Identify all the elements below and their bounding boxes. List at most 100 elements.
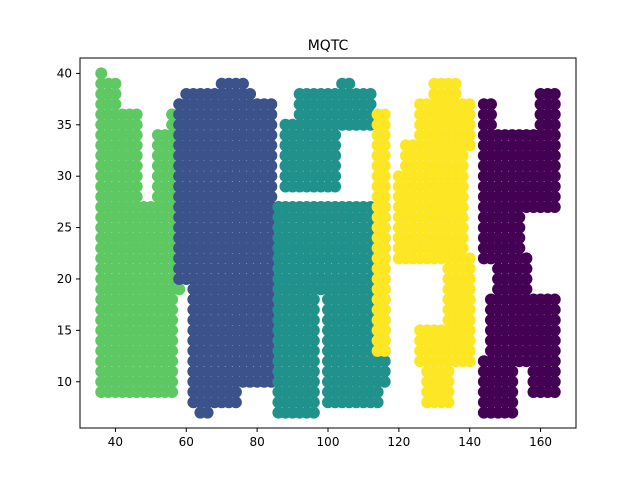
- y-axis: 10 15 20 25 30 35 40: [57, 66, 80, 389]
- x-tick-label: 140: [458, 435, 481, 449]
- data-point: [364, 87, 377, 100]
- data-point: [166, 355, 179, 368]
- data-point: [307, 355, 320, 368]
- data-point: [513, 221, 526, 234]
- data-point: [307, 334, 320, 347]
- data-point: [449, 87, 462, 100]
- data-point: [463, 98, 476, 111]
- data-point: [548, 98, 561, 111]
- data-point: [307, 375, 320, 388]
- data-point: [463, 303, 476, 316]
- data-point: [484, 98, 497, 111]
- data-point: [201, 406, 214, 419]
- data-point: [378, 355, 391, 368]
- y-tick-label: 40: [57, 66, 72, 80]
- data-point: [456, 180, 469, 193]
- x-tick-label: 100: [317, 435, 340, 449]
- data-point: [265, 129, 278, 142]
- data-point: [463, 355, 476, 368]
- data-point: [371, 386, 384, 399]
- data-point: [109, 87, 122, 100]
- data-point: [229, 396, 242, 409]
- data-point: [378, 149, 391, 162]
- data-point: [166, 293, 179, 306]
- data-point: [463, 129, 476, 142]
- data-point: [265, 108, 278, 121]
- data-point: [378, 129, 391, 142]
- data-point: [265, 149, 278, 162]
- data-point: [329, 180, 342, 193]
- data-point: [463, 262, 476, 275]
- data-point: [456, 170, 469, 183]
- data-point: [463, 139, 476, 152]
- data-point: [329, 139, 342, 152]
- data-point: [378, 221, 391, 234]
- data-point: [130, 159, 143, 172]
- data-point: [130, 118, 143, 131]
- data-point: [548, 149, 561, 162]
- data-point: [442, 386, 455, 399]
- data-point: [343, 77, 356, 90]
- data-point: [378, 375, 391, 388]
- series-2: [272, 77, 391, 419]
- data-point: [329, 149, 342, 162]
- data-point: [548, 190, 561, 203]
- data-point: [548, 303, 561, 316]
- data-point: [506, 365, 519, 378]
- data-point: [520, 252, 533, 265]
- data-point: [442, 365, 455, 378]
- data-point: [442, 375, 455, 388]
- data-point: [463, 314, 476, 327]
- data-point: [307, 396, 320, 409]
- data-point: [463, 334, 476, 347]
- data-point: [484, 108, 497, 121]
- data-point: [244, 87, 257, 100]
- series-1: [173, 77, 285, 419]
- data-point: [456, 231, 469, 244]
- data-point: [456, 159, 469, 172]
- data-point: [506, 406, 519, 419]
- data-point: [463, 293, 476, 306]
- data-point: [166, 365, 179, 378]
- data-point: [513, 231, 526, 244]
- data-point: [329, 129, 342, 142]
- data-point: [463, 108, 476, 121]
- data-point: [506, 386, 519, 399]
- data-point: [378, 159, 391, 172]
- data-point: [130, 180, 143, 193]
- y-tick-label: 35: [57, 118, 72, 132]
- points-layer: [95, 67, 561, 419]
- data-point: [378, 262, 391, 275]
- data-point: [307, 293, 320, 306]
- x-tick-label: 40: [108, 435, 123, 449]
- data-point: [378, 272, 391, 285]
- data-point: [378, 108, 391, 121]
- data-point: [463, 272, 476, 285]
- data-point: [307, 386, 320, 399]
- data-point: [442, 396, 455, 409]
- data-point: [173, 283, 186, 296]
- data-point: [378, 201, 391, 214]
- data-point: [378, 365, 391, 378]
- x-tick-label: 120: [387, 435, 410, 449]
- series-4: [477, 87, 561, 419]
- y-tick-label: 25: [57, 221, 72, 235]
- data-point: [378, 139, 391, 152]
- x-axis: 40 60 80 100 120 140 160: [108, 428, 552, 449]
- data-point: [506, 375, 519, 388]
- data-point: [548, 139, 561, 152]
- data-point: [307, 344, 320, 357]
- y-tick-label: 15: [57, 323, 72, 337]
- data-point: [265, 159, 278, 172]
- data-point: [378, 180, 391, 193]
- data-point: [463, 283, 476, 296]
- data-point: [307, 406, 320, 419]
- data-point: [456, 211, 469, 224]
- data-point: [371, 396, 384, 409]
- data-point: [265, 170, 278, 183]
- series-3: [371, 77, 476, 409]
- data-point: [548, 170, 561, 183]
- data-point: [456, 242, 469, 255]
- data-point: [265, 190, 278, 203]
- chart-title: MQTC: [308, 38, 349, 54]
